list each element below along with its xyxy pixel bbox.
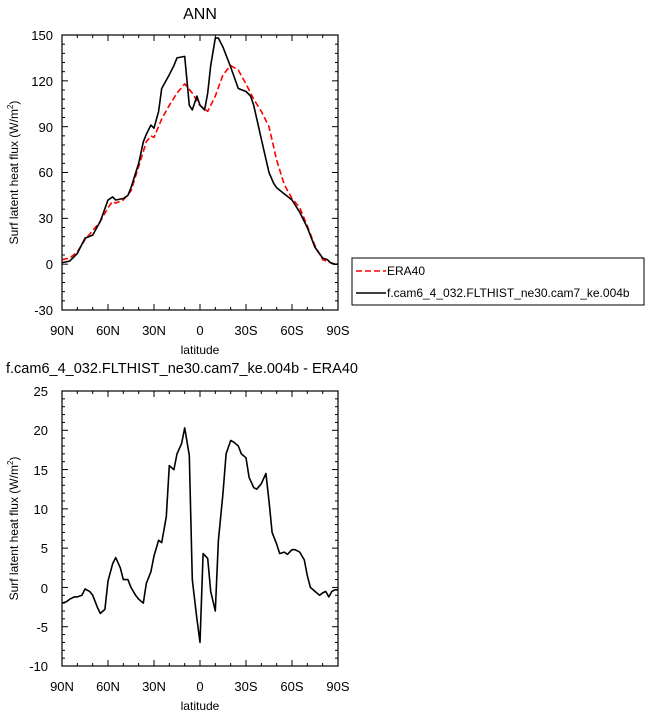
y-tick-label: -10 xyxy=(29,659,48,674)
y-tick-label: 60 xyxy=(39,165,53,180)
x-tick-label: 90N xyxy=(50,679,74,694)
top-x-axis-label: latitude xyxy=(181,343,220,357)
top-plot-frame xyxy=(61,34,339,311)
y-tick-label: -5 xyxy=(36,620,48,635)
x-tick-label: 30S xyxy=(234,323,257,338)
y-tick-label: 20 xyxy=(34,423,48,438)
bottom-x-tick-labels: 90N 60N 30N 0 30S 60S 90S xyxy=(50,679,350,694)
y-tick-label: 150 xyxy=(31,28,53,43)
top-x-tick-labels: 90N 60N 30N 0 30S 60S 90S xyxy=(50,323,350,338)
top-y-axis-label: Surf latent heat flux (W/m2) xyxy=(6,101,21,245)
bottom-panel: f.cam6_4_032.FLTHIST_ne30.cam7_ke.004b -… xyxy=(6,361,358,713)
bottom-x-axis-label: latitude xyxy=(181,699,220,713)
y-axis-label-tail: ) xyxy=(7,457,21,461)
y-axis-label-tail: ) xyxy=(7,101,21,105)
series-line-difference xyxy=(61,427,338,644)
x-tick-label: 60S xyxy=(280,679,303,694)
y-axis-label-superscript: 2 xyxy=(6,104,15,109)
top-chart-ticks xyxy=(61,34,339,311)
y-axis-label-superscript: 2 xyxy=(6,460,15,465)
y-tick-label: 25 xyxy=(34,384,48,399)
series-line-era40 xyxy=(61,64,338,266)
y-tick-label: 90 xyxy=(39,120,53,135)
y-tick-label: 0 xyxy=(41,581,48,596)
y-tick-label: 120 xyxy=(31,74,53,89)
x-tick-label: 90S xyxy=(326,323,349,338)
bottom-y-axis-label: Surf latent heat flux (W/m2) xyxy=(6,457,21,601)
bottom-chart-series xyxy=(61,427,338,644)
bottom-y-tick-labels: -10 -5 0 5 10 15 20 25 xyxy=(29,384,48,674)
legend-label-era40: ERA40 xyxy=(387,264,425,278)
y-tick-label: 5 xyxy=(41,541,48,556)
y-tick-label: 15 xyxy=(34,463,48,478)
y-tick-label: 10 xyxy=(34,502,48,517)
y-axis-label-main: Surf latent heat flux (W/m xyxy=(7,465,21,600)
x-tick-label: 90S xyxy=(326,679,349,694)
x-tick-label: 30S xyxy=(234,679,257,694)
x-tick-label: 60N xyxy=(96,679,120,694)
top-chart-series xyxy=(61,37,338,266)
x-tick-label: 30N xyxy=(142,323,166,338)
x-tick-label: 0 xyxy=(196,679,203,694)
top-y-tick-labels: -30 0 30 60 90 120 150 xyxy=(31,28,53,318)
y-tick-label: -30 xyxy=(34,303,53,318)
x-tick-label: 30N xyxy=(142,679,166,694)
y-tick-label: 30 xyxy=(39,211,53,226)
y-tick-label: 0 xyxy=(46,257,53,272)
x-tick-label: 60N xyxy=(96,323,120,338)
bottom-chart-title: f.cam6_4_032.FLTHIST_ne30.cam7_ke.004b -… xyxy=(6,361,358,377)
bottom-plot-frame xyxy=(61,390,339,667)
y-axis-label-main: Surf latent heat flux (W/m xyxy=(7,109,21,244)
x-tick-label: 60S xyxy=(280,323,303,338)
x-tick-label: 90N xyxy=(50,323,74,338)
legend: ERA40 f.cam6_4_032.FLTHIST_ne30.cam7_ke.… xyxy=(351,257,645,306)
top-panel: ANN 90N 60N 30N 0 30S 60S 90S -30 0 30 6… xyxy=(6,6,645,357)
legend-frame xyxy=(351,257,645,306)
series-line-model xyxy=(61,37,338,266)
x-tick-label: 0 xyxy=(196,323,203,338)
legend-label-model: f.cam6_4_032.FLTHIST_ne30.cam7_ke.004b xyxy=(387,286,630,300)
top-chart-title: ANN xyxy=(183,6,217,23)
